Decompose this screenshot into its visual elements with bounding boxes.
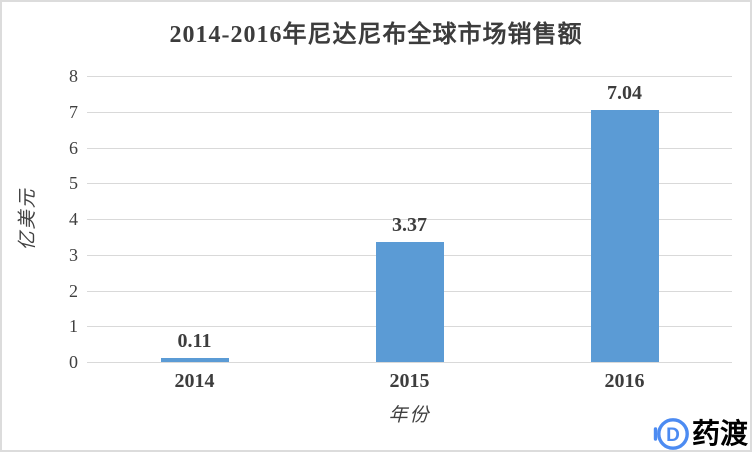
gridline xyxy=(87,362,732,363)
pharmacodia-watermark: D 药渡 xyxy=(652,416,748,450)
chart-title: 2014-2016年尼达尼布全球市场销售额 xyxy=(169,22,583,48)
gridline xyxy=(87,111,732,113)
plot-area: 0.11 3.37 7.04 xyxy=(87,76,732,363)
y-tick-label: 2 xyxy=(69,280,78,301)
y-tick-label: 1 xyxy=(69,316,78,337)
x-tick-label: 2015 xyxy=(389,370,430,392)
bar-value-label: 7.04 xyxy=(607,82,642,104)
bar-2015 xyxy=(376,242,444,362)
y-tick-label: 5 xyxy=(69,173,78,194)
gridline xyxy=(87,76,732,77)
y-tick-label: 3 xyxy=(69,244,78,265)
y-tick-label: 6 xyxy=(69,137,78,158)
gridline xyxy=(87,219,732,220)
gridline xyxy=(87,183,732,185)
y-tick-label: 4 xyxy=(69,209,78,229)
y-tick-label: 8 xyxy=(69,66,78,86)
bar-2016 xyxy=(591,110,659,362)
x-axis-title: 年份 xyxy=(388,405,431,426)
gridline xyxy=(87,147,732,149)
bar-value-label: 3.37 xyxy=(392,214,427,236)
svg-text:D: D xyxy=(666,425,680,446)
y-tick-label: 0 xyxy=(69,352,78,372)
y-tick-label: 7 xyxy=(69,101,78,122)
pharmacodia-logo-text: 药渡 xyxy=(691,418,748,449)
pharmacodia-logo-icon: D xyxy=(653,418,689,450)
x-tick-label: 2016 xyxy=(604,370,645,392)
bar-value-label: 0.11 xyxy=(177,330,212,352)
x-tick-label: 2014 xyxy=(174,370,215,392)
bar-2014 xyxy=(161,358,229,362)
